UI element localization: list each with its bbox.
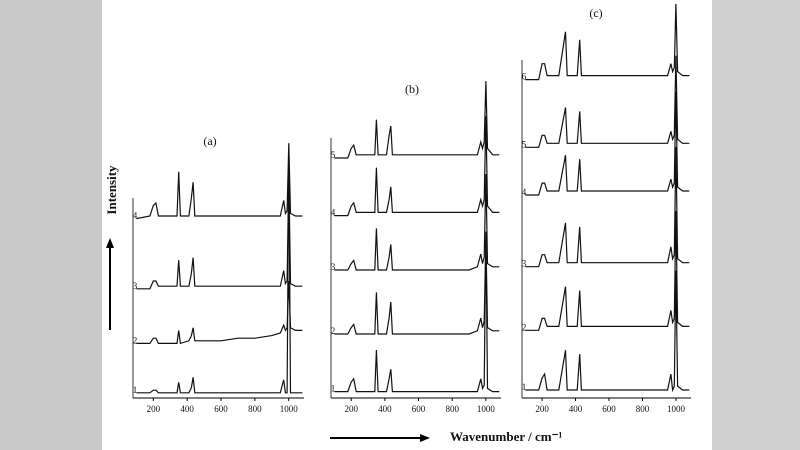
series-label: 2 [522,322,527,332]
series-label: 1 [522,382,527,392]
x-tick-label: 600 [602,404,616,414]
series-label: 3 [331,262,336,272]
spectrum-line [136,174,303,290]
spectrum-line [525,55,690,148]
series-label: 4 [133,211,138,221]
series-label: 2 [133,335,138,345]
series-label: 4 [331,208,336,218]
x-tick-label: 1000 [667,404,686,414]
series-label: 3 [522,259,527,269]
panel-title: (c) [589,6,602,20]
spectrum-line [136,143,303,220]
series-label: 5 [331,150,336,160]
series-label: 5 [522,139,527,149]
series-label: 2 [331,326,336,336]
x-tick-label: 200 [344,404,358,414]
arrow-head [106,238,114,248]
series-label: 1 [331,384,336,394]
series-label: 3 [133,281,138,291]
x-tick-label: 400 [180,404,194,414]
x-tick-label: 800 [445,404,459,414]
x-tick-label: 800 [636,404,650,414]
spectrum-line [525,210,690,331]
spectrum-line [136,153,303,394]
spectrum-line [136,280,303,345]
spectrum-line [334,116,500,217]
spectrum-line [334,173,500,271]
spectrum-line [525,147,690,268]
panel-title: (b) [405,82,419,96]
x-tick-label: 1000 [477,404,496,414]
x-tick-label: 1000 [280,404,299,414]
spectrum-line [525,3,690,81]
x-axis-label: Wavenumber / cm⁻¹ [450,429,562,444]
spectrum-line [334,237,500,335]
x-tick-label: 800 [248,404,262,414]
series-label: 4 [522,187,527,197]
arrow-head [420,434,430,442]
series-label: 6 [522,72,527,82]
x-tick-label: 600 [214,404,228,414]
side-shade [712,0,800,450]
y-axis-label: Intensity [104,165,119,215]
x-tick-label: 200 [147,404,161,414]
series-label: 1 [133,385,138,395]
x-tick-label: 400 [569,404,583,414]
x-tick-label: 200 [535,404,549,414]
spectrum-line [525,91,690,196]
spectrum-line [334,81,500,159]
x-tick-label: 600 [412,404,426,414]
spectrum-line [334,231,500,393]
side-shade [0,0,102,450]
spectrum-line [525,270,690,393]
x-tick-label: 400 [378,404,392,414]
panel-title: (a) [203,134,216,148]
